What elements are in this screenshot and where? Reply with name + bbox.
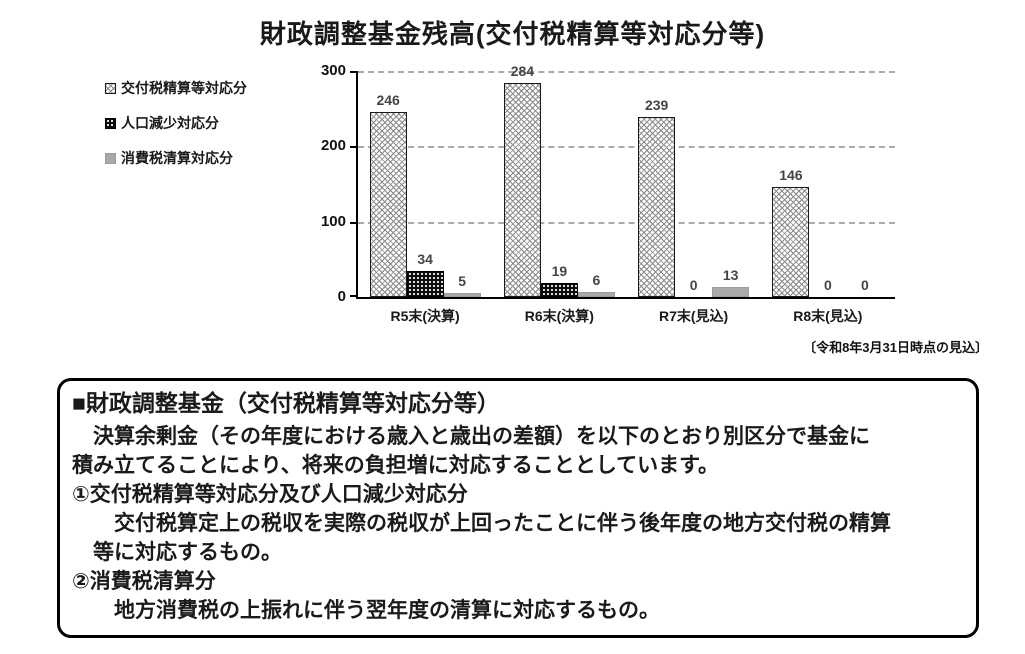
bar-value-label: 146	[779, 167, 803, 184]
chart-legend: 交付税精算等対応分 人口減少対応分 消費税清算対応分	[105, 78, 247, 183]
info-box-line: 交付税算定上の税収を実際の税収が上回ったことに伴う後年度の地方交付税の精算	[72, 512, 891, 535]
y-axis-label-200: 200	[320, 137, 346, 155]
info-box: ■財政調整基金（交付税精算等対応分等） 決算余剰金（その年度における歳入と歳出の…	[57, 378, 979, 638]
legend-label: 消費税清算対応分	[121, 150, 233, 166]
info-box-line: ②消費税清算分	[72, 570, 216, 593]
info-box-line: 決算余剰金（その年度における歳入と歳出の差額）を以下のとおり別区分で基金に	[72, 425, 870, 448]
legend-swatch-icon	[105, 152, 116, 164]
bar-value-label: 34	[417, 251, 433, 268]
bar-value-label: 284	[510, 63, 535, 80]
bar	[638, 116, 676, 297]
legend-swatch-icon	[105, 82, 116, 94]
x-axis-category-label: R6末(決算)	[524, 308, 594, 324]
bar-value-label: 13	[722, 267, 739, 284]
x-axis-category-label: R8末(見込)	[793, 308, 863, 324]
info-box-body: 決算余剰金（その年度における歳入と歳出の差額）を以下のとおり別区分で基金に 積み立…	[72, 422, 964, 625]
x-axis-category-label: R7末(見込)	[659, 308, 729, 324]
info-box-line: ①交付税精算等対応分及び人口減少対応分	[72, 483, 468, 506]
bar	[577, 292, 615, 297]
bar	[406, 271, 444, 297]
bar	[369, 111, 407, 297]
bar-value-label: 0	[689, 277, 698, 293]
bar-value-label: 239	[644, 96, 669, 113]
bar-value-label: 0	[860, 277, 869, 293]
info-box-line: 地方消費税の上振れに伴う翌年度の清算に対応するもの。	[72, 599, 660, 622]
bar-value-label: 19	[551, 262, 568, 279]
bar-value-label: 246	[376, 91, 400, 108]
gridline-300	[358, 71, 895, 73]
gridline-100	[358, 221, 895, 224]
bar	[772, 187, 810, 297]
y-axis-label-300: 300	[320, 62, 346, 79]
y-axis-label-100: 100	[320, 212, 346, 230]
y-axis-tick-200	[350, 146, 358, 149]
chart-title: 財政調整基金残高(交付税精算等対応分等)	[259, 19, 766, 49]
legend-item: 人口減少対応分	[105, 113, 247, 133]
legend-label: 交付税精算等対応分	[121, 80, 247, 96]
legend-label: 人口減少対応分	[121, 115, 219, 131]
legend-swatch-icon	[105, 117, 116, 129]
bar	[443, 293, 481, 297]
gridline-200	[358, 146, 895, 149]
x-axis-category-label: R5末(決算)	[390, 308, 460, 324]
bar-value-label: 6	[592, 272, 601, 289]
legend-item: 消費税清算対応分	[105, 148, 247, 168]
legend-item: 交付税精算等対応分	[105, 78, 247, 98]
y-axis-tick-0	[350, 295, 358, 297]
bar-value-label: 0	[823, 277, 832, 293]
y-axis-label-0: 0	[337, 288, 346, 305]
plot-area: 0 100 200 300 246 34 5 R5末(決算) 284 19 6 R6末(決算) 239 0…	[321, 62, 895, 324]
footnote: 〔令和8年3月31日時点の見込〕	[803, 340, 988, 355]
y-axis-tick-300	[350, 71, 358, 73]
bar	[540, 282, 578, 297]
bar	[712, 287, 750, 297]
bar-value-label: 5	[458, 273, 467, 290]
info-box-line: 等に対応するもの。	[72, 541, 282, 564]
bar	[503, 83, 541, 297]
info-box-line: 積み立てることにより、将来の負担増に対応することとしています。	[72, 454, 720, 477]
y-axis-tick-100	[350, 221, 358, 224]
info-box-heading: ■財政調整基金（交付税精算等対応分等）	[72, 390, 500, 416]
